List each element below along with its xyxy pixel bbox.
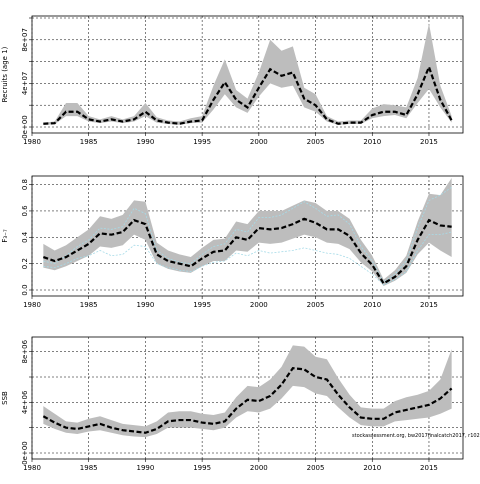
confidence-band — [43, 345, 451, 437]
x-tick-label: 2000 — [250, 464, 268, 472]
y-tick-label: 0.8 — [21, 179, 29, 190]
x-tick-label: 2010 — [363, 464, 381, 472]
x-tick-label: 2015 — [420, 464, 438, 472]
confidence-band — [43, 23, 451, 124]
y-tick-label: 8e+06 — [21, 339, 29, 363]
y-tick-label: 0.2 — [21, 258, 29, 269]
x-tick-label: 1985 — [80, 301, 98, 309]
y-tick-label: 4e+06 — [21, 390, 29, 414]
y-tick-label: 0e+00 — [21, 441, 29, 465]
confidence-band — [43, 178, 451, 286]
x-tick-label: 2010 — [363, 301, 381, 309]
y-tick-label: 0e+00 — [21, 115, 29, 139]
y-axis-label: SSB — [1, 391, 9, 405]
x-tick-label: 2005 — [307, 138, 325, 146]
x-tick-label: 1990 — [137, 301, 155, 309]
y-axis-label: F₃₋₇ — [1, 229, 9, 243]
y-tick-label: 0.6 — [21, 205, 29, 217]
x-tick-label: 2005 — [307, 464, 325, 472]
x-tick-label: 2015 — [420, 301, 438, 309]
x-tick-label: 1995 — [193, 138, 211, 146]
panel-2: 1980 1985 1990 1995 2000 2005 2010 2015 0.0 0.2 0.… — [1, 176, 463, 309]
x-tick-label: 2010 — [363, 138, 381, 146]
source-annotation: stockassessment.org, bw2017finalcatch201… — [352, 433, 480, 439]
y-tick-label: 8e+07 — [21, 28, 29, 52]
y-tick-label: 0.0 — [21, 284, 29, 295]
y-tick-label: 0.4 — [21, 231, 29, 243]
x-tick-label: 1985 — [80, 464, 98, 472]
x-tick-label: 2005 — [307, 301, 325, 309]
x-tick-label: 2015 — [420, 138, 438, 146]
x-tick-label: 2000 — [250, 301, 268, 309]
x-tick-label: 1990 — [137, 138, 155, 146]
y-tick-label: 4e+07 — [21, 72, 29, 96]
x-tick-label: 1995 — [193, 301, 211, 309]
x-tick-label: 1990 — [137, 464, 155, 472]
x-tick-label: 1980 — [23, 301, 41, 309]
y-axis-label: Recruits (age 1) — [1, 46, 9, 102]
x-tick-label: 2000 — [250, 138, 268, 146]
x-tick-label: 1985 — [80, 138, 98, 146]
x-tick-label: 1995 — [193, 464, 211, 472]
